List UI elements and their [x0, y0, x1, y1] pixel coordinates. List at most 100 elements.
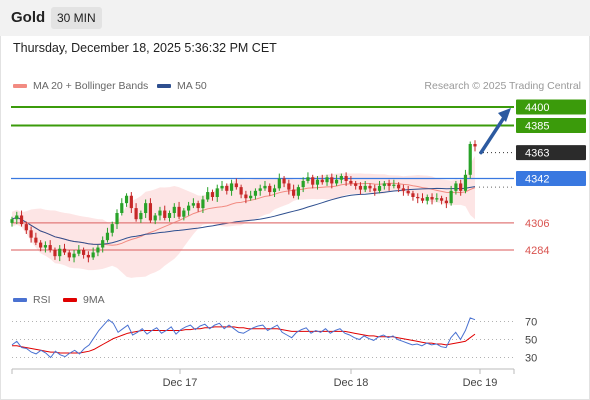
candle-body — [15, 215, 19, 220]
candle-body — [268, 185, 272, 193]
x-tick-label: Dec 17 — [163, 377, 198, 389]
candle-body — [191, 203, 195, 206]
projection-arrowhead — [498, 108, 511, 122]
legend-label: MA 50 — [177, 80, 207, 92]
level-tag-4400 — [516, 99, 586, 115]
candle-body — [29, 230, 33, 238]
candle-body — [263, 185, 267, 189]
candle-body — [225, 185, 229, 191]
legend-swatch — [13, 298, 27, 302]
candle-body — [406, 190, 410, 194]
candle-body — [81, 250, 86, 255]
candle-body — [363, 185, 367, 190]
candle-body — [439, 198, 444, 201]
candle-body — [62, 248, 67, 253]
candle-body — [249, 195, 253, 199]
candle-body — [43, 245, 48, 248]
candle-body — [129, 195, 133, 209]
candle-body — [187, 205, 191, 211]
candle-body — [334, 179, 339, 184]
candle-body — [234, 183, 238, 188]
candle-body — [253, 190, 258, 196]
candle-body — [387, 183, 391, 186]
candle-body — [430, 196, 434, 200]
rsi-tick-50: 50 — [525, 335, 537, 347]
candle-body — [411, 193, 415, 197]
candle-body — [306, 177, 310, 181]
candle-body — [258, 188, 262, 191]
legend-label: MA 20 + Bollinger Bands — [33, 80, 149, 92]
candle-body — [153, 215, 157, 221]
candle-body — [444, 200, 448, 204]
level-label-4385: 4385 — [525, 120, 549, 132]
candle-body — [53, 250, 57, 257]
last-price-label: 4363 — [525, 148, 549, 160]
candle-body — [139, 213, 143, 220]
candle-body — [272, 188, 277, 193]
legend-swatch — [63, 298, 77, 302]
level-tag-4342 — [516, 171, 586, 186]
candle-body — [425, 196, 429, 201]
projection-arrow — [479, 114, 507, 155]
candle-body — [296, 187, 300, 196]
candle-body — [311, 177, 315, 185]
candle-body — [196, 203, 200, 209]
candle-body — [10, 219, 14, 223]
candle-body — [91, 252, 95, 258]
candle-body — [101, 240, 105, 248]
candle-body — [287, 183, 291, 190]
candle-body — [215, 188, 219, 197]
candle-body — [206, 192, 210, 200]
candle-body — [397, 184, 401, 189]
candle-body — [124, 195, 129, 204]
candle-body — [449, 190, 453, 204]
candle-body — [315, 179, 320, 185]
legend-label: RSI — [33, 294, 51, 306]
candle-body — [401, 188, 406, 191]
candle-body — [48, 245, 52, 250]
candle-body — [244, 194, 248, 199]
candle-body — [420, 198, 425, 201]
candle-body — [105, 232, 110, 241]
candle-body — [454, 183, 458, 191]
legend-item-9ma: 9MA — [63, 294, 105, 306]
candle-body — [358, 185, 363, 190]
candle-body — [19, 215, 24, 225]
candle-body — [167, 213, 172, 218]
interval-button[interactable]: 30 MIN — [51, 7, 102, 29]
candle-body — [110, 224, 114, 233]
candle-body — [163, 210, 167, 218]
candle-body — [77, 250, 81, 254]
level-tag-4385 — [516, 117, 586, 133]
candle-body — [277, 178, 281, 189]
candle-body — [58, 248, 62, 257]
legend-swatch — [13, 84, 27, 88]
candle-body — [339, 176, 343, 180]
level-label-4342: 4342 — [525, 174, 549, 186]
candle-body — [459, 183, 463, 191]
candle-body — [67, 252, 71, 258]
candle-body — [177, 206, 181, 217]
candle-body — [158, 210, 162, 216]
candle-body — [144, 203, 148, 214]
candle-body — [344, 176, 348, 181]
level-label-4400: 4400 — [525, 102, 549, 114]
candle-body — [463, 174, 468, 191]
candle-body — [201, 199, 205, 209]
candle-body — [368, 185, 372, 189]
candle-body — [354, 183, 358, 186]
candle-body — [325, 177, 329, 183]
level-label-4284: 4284 — [525, 245, 549, 257]
ma50-line — [11, 186, 476, 245]
candle-body — [134, 208, 138, 220]
rsi-tick-70: 70 — [525, 317, 537, 329]
candle-body — [320, 179, 324, 183]
candle-body — [229, 183, 234, 191]
header-bar: Gold 30 MIN — [0, 0, 590, 36]
rsi-line — [11, 317, 476, 359]
last-price-tag — [516, 145, 586, 161]
x-tick-label: Dec 19 — [463, 377, 498, 389]
credit-text: Research © 2025 Trading Central — [424, 80, 581, 92]
candle-body — [468, 143, 472, 175]
